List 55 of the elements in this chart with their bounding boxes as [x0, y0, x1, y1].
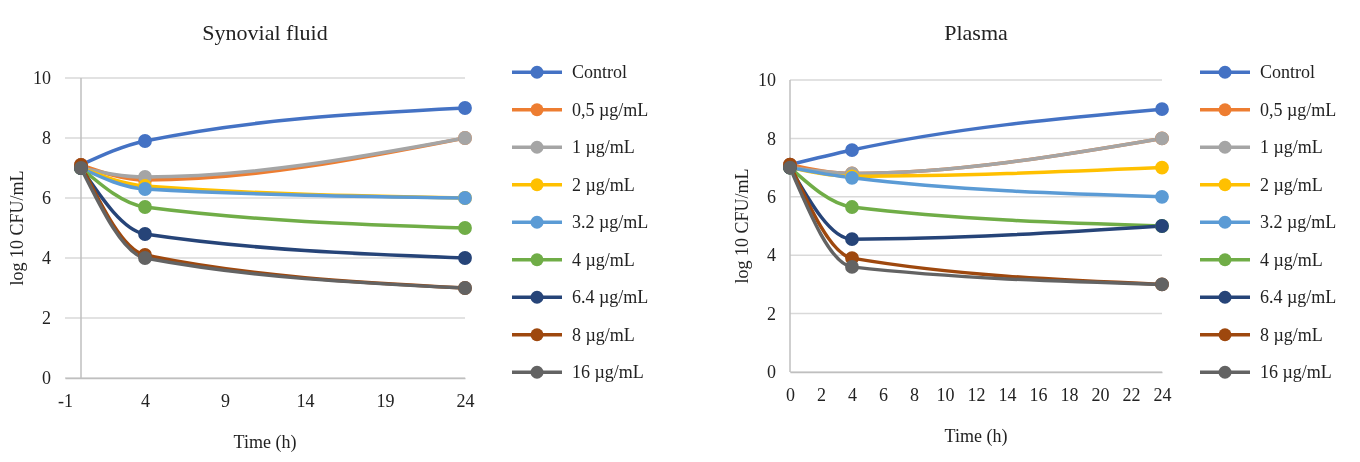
legend-label: 3.2 µg/mL [1260, 212, 1337, 233]
x-tick-label: 14 [296, 390, 315, 411]
legend-label: 2 µg/mL [572, 174, 635, 195]
chart-title: Plasma [944, 20, 1008, 45]
x-tick-label: 22 [1122, 384, 1141, 405]
legend-label: 3.2 µg/mL [572, 212, 649, 233]
chart-title: Synovial fluid [202, 20, 328, 45]
y-tick-label: 0 [42, 368, 51, 389]
x-axis-title: Time (h) [233, 432, 297, 453]
legend-label: 16 µg/mL [572, 362, 644, 383]
legend-label: 16 µg/mL [1260, 362, 1332, 383]
x-tick-label: 18 [1060, 384, 1079, 405]
x-tick-label: 0 [786, 384, 795, 405]
legend-label: 0,5 µg/mL [1260, 99, 1337, 120]
x-tick-label: 4 [141, 390, 150, 411]
legend-label: 0,5 µg/mL [572, 99, 649, 120]
y-tick-label: 8 [42, 128, 51, 149]
y-tick-label: 4 [42, 248, 51, 269]
x-tick-label: 8 [910, 384, 919, 405]
legend-label: Control [1260, 62, 1316, 83]
y-tick-label: 4 [767, 245, 776, 266]
x-tick-label: 9 [221, 390, 230, 411]
y-tick-label: 10 [758, 70, 776, 91]
y-tick-label: 8 [767, 128, 776, 149]
x-tick-label: 24 [1153, 384, 1172, 405]
x-tick-label: 12 [967, 384, 986, 405]
y-axis-title: log 10 CFU/mL [7, 170, 27, 286]
x-axis-title: Time (h) [944, 426, 1008, 447]
x-tick-label: 2 [817, 384, 826, 405]
x-tick-label: -1 [58, 390, 73, 411]
y-tick-label: 6 [42, 188, 51, 209]
x-tick-label: 19 [376, 390, 395, 411]
y-tick-label: 2 [767, 303, 776, 324]
legend-label: 1 µg/mL [1260, 137, 1323, 158]
legend-label: 8 µg/mL [1260, 324, 1323, 345]
y-tick-label: 6 [767, 187, 776, 208]
legend-label: 1 µg/mL [572, 137, 635, 158]
x-tick-label: 16 [1029, 384, 1048, 405]
legend-label: 2 µg/mL [1260, 174, 1323, 195]
x-tick-label: 14 [998, 384, 1017, 405]
x-tick-label: 10 [936, 384, 955, 405]
x-tick-label: 20 [1091, 384, 1110, 405]
y-tick-label: 2 [42, 308, 51, 329]
x-tick-label: 24 [456, 390, 475, 411]
x-tick-label: 6 [879, 384, 888, 405]
legend-label: 4 µg/mL [1260, 249, 1323, 270]
legend-label: 6.4 µg/mL [572, 287, 649, 308]
y-tick-label: 10 [33, 68, 51, 89]
legend-label: Control [572, 62, 628, 83]
legend-label: 6.4 µg/mL [1260, 287, 1337, 308]
legend-label: 4 µg/mL [572, 249, 635, 270]
y-tick-label: 0 [767, 362, 776, 383]
legend-label: 8 µg/mL [572, 324, 635, 345]
x-tick-label: 4 [848, 384, 857, 405]
y-axis-title: log 10 CFU/mL [732, 168, 752, 284]
